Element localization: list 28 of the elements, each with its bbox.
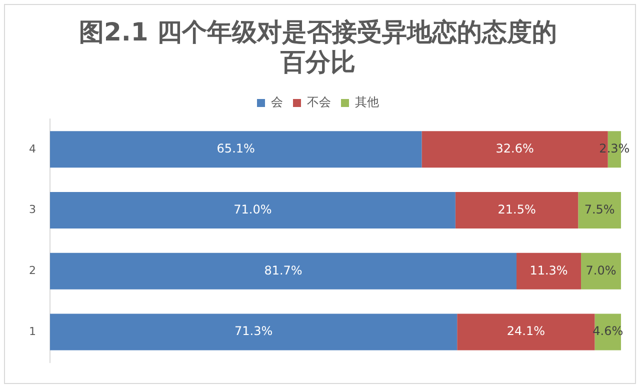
data-label: 7.0% (586, 263, 616, 278)
chart-title: 图2.1 四个年级对是否接受异地恋的态度的百分比 (79, 18, 557, 76)
bar (578, 192, 621, 229)
bar (455, 192, 578, 229)
legend-label: 其他 (355, 95, 379, 110)
bar (457, 314, 595, 350)
bar (50, 314, 458, 350)
data-label: 81.7% (264, 263, 302, 278)
bar (50, 192, 456, 229)
data-label: 11.3% (530, 263, 568, 278)
legend-label: 不会 (307, 95, 331, 110)
bar (50, 131, 422, 168)
data-label: 32.6% (496, 142, 534, 156)
y-tick-label: 3 (29, 203, 36, 216)
bar (581, 252, 621, 290)
legend-label: 会 (271, 95, 283, 110)
y-tick-label: 4 (29, 142, 36, 156)
data-label: 7.5% (584, 202, 615, 216)
y-tick-label: 2 (29, 264, 36, 277)
data-label: 24.1% (506, 324, 545, 338)
bar (516, 252, 582, 290)
data-label: 71.3% (234, 324, 273, 338)
data-label: 2.3% (599, 142, 630, 156)
bar (50, 252, 517, 290)
data-label: 21.5% (498, 202, 536, 216)
y-tick-label: 1 (29, 324, 36, 338)
data-label: 65.1% (216, 142, 255, 156)
data-label: 71.0% (234, 202, 272, 216)
